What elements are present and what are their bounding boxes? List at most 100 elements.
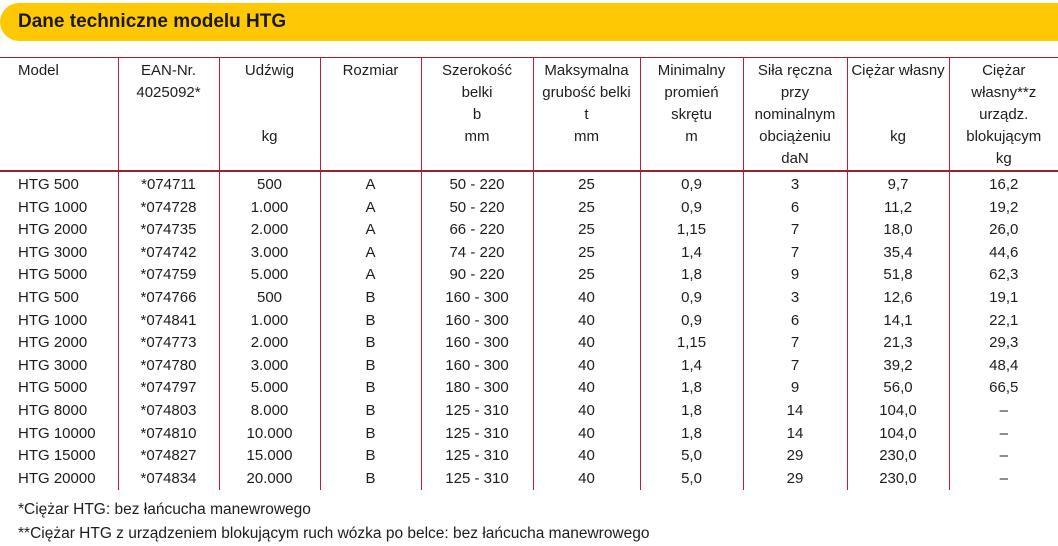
table-cell: 16,2 — [948, 171, 1058, 197]
table-cell: B — [319, 377, 421, 400]
table-cell: – — [948, 445, 1058, 468]
table-cell: 50 - 220 — [420, 196, 533, 220]
table-cell: 104,0 — [846, 422, 949, 446]
table-cell: 160 - 300 — [420, 332, 533, 355]
table-row: HTG 1000 *074841 1.000 B 160 - 300 40 0,9 6 14,1… — [0, 309, 1058, 333]
table-cell: 230,0 — [846, 445, 949, 468]
table-cell: *074834 — [117, 467, 219, 491]
table-row: HTG 3000 *074780 3.000 B 160 - 300 40 1,4 7 39,2… — [0, 354, 1058, 378]
table-cell: 125 - 310 — [420, 467, 533, 491]
footnote-weight: *Ciężar HTG: bez łańcucha manewrowego — [18, 501, 311, 519]
table-row: HTG 15000 *074827 15.000 B 125 - 310 40 5,0 29 2… — [0, 445, 1058, 468]
table-row: HTG 5000 *074759 5.000 A 90 - 220 25 1,8 9 51,8 6… — [0, 264, 1058, 287]
column-header: Ciężar własny**z urządz. blokującym kg — [948, 57, 1058, 172]
table-cell: 0,9 — [639, 286, 743, 310]
table-cell: 3 — [742, 286, 847, 310]
table-cell: 74 - 220 — [420, 241, 533, 265]
table-cell: 180 - 300 — [420, 377, 533, 400]
table-cell: 14 — [742, 422, 847, 446]
column-header: EAN-Nr. 4025092* — [117, 57, 219, 172]
table-cell: 160 - 300 — [420, 286, 533, 310]
table-row: HTG 500 *074766 500 B 160 - 300 40 0,9 3 12,6 19,… — [0, 286, 1058, 310]
table-cell: HTG 500 — [18, 176, 79, 193]
table-cell: HTG 3000 — [18, 356, 88, 374]
table-row: HTG 5000 *074797 5.000 B 180 - 300 40 1,8 9 56,0… — [0, 377, 1058, 400]
table-cell: B — [319, 354, 421, 378]
table-cell: 25 — [532, 171, 640, 197]
table-cell: 125 - 310 — [420, 399, 533, 423]
table-cell: 7 — [742, 219, 847, 242]
table-cell: HTG 2000 — [18, 221, 88, 239]
table-cell: 50 - 220 — [420, 171, 533, 197]
table-cell: 1,8 — [639, 377, 743, 400]
table-cell: 5.000 — [218, 377, 320, 400]
table-cell: 104,0 — [846, 399, 949, 423]
column-header: Rozmiar — [319, 57, 421, 172]
footnote-weight-locking-device: **Ciężar HTG z urządzeniem blokującym ru… — [18, 524, 650, 542]
column-header: Model — [0, 57, 118, 172]
table-cell: HTG 1000 — [18, 198, 88, 216]
table-cell: 66 - 220 — [420, 219, 533, 242]
table-cell: 9 — [742, 377, 847, 400]
table-cell: 1,4 — [639, 354, 743, 378]
table-cell: 14 — [742, 399, 847, 423]
table-cell: 5,0 — [639, 445, 743, 468]
table-cell: 5,0 — [639, 467, 743, 491]
column-header: Szerokość belki b mm — [420, 57, 533, 172]
section-title-bar: Dane techniczne modelu HTG — [0, 3, 1058, 41]
table-row: HTG 8000 *074803 8.000 B 125 - 310 40 1,8 14 104… — [0, 399, 1058, 423]
table-cell: 40 — [532, 286, 640, 310]
table-cell: 20.000 — [218, 467, 320, 491]
table-row: HTG 3000 *074742 3.000 A 74 - 220 25 1,4 7 35,4 4… — [0, 241, 1058, 265]
table-cell: 40 — [532, 332, 640, 355]
column-header: Ciężar własny kg — [846, 57, 949, 172]
table-cell: 500 — [218, 286, 320, 310]
table-cell: 44,6 — [948, 241, 1058, 265]
table-cell: 2.000 — [218, 219, 320, 242]
column-header: Minimalny promień skrętu m — [639, 57, 743, 172]
table-cell: HTG 10000 — [18, 424, 96, 442]
table-cell: A — [319, 264, 421, 287]
table-cell: B — [319, 422, 421, 446]
table-cell: 160 - 300 — [420, 354, 533, 378]
table-cell: 39,2 — [846, 354, 949, 378]
table-cell: *074711 — [117, 171, 219, 197]
table-cell: 29 — [742, 445, 847, 468]
table-cell: – — [948, 399, 1058, 423]
table-cell: 7 — [742, 332, 847, 355]
table-cell: A — [319, 196, 421, 220]
table-cell: 5.000 — [218, 264, 320, 287]
table-cell: 6 — [742, 196, 847, 220]
page-title: Dane techniczne modelu HTG — [18, 11, 287, 32]
table-cell: 0,9 — [639, 309, 743, 333]
table-cell: 11,2 — [846, 196, 949, 220]
table-cell: 1,15 — [639, 332, 743, 355]
table-cell: 62,3 — [948, 264, 1058, 287]
table-cell: 66,5 — [948, 377, 1058, 400]
table-cell: 1,4 — [639, 241, 743, 265]
table-cell: B — [319, 286, 421, 310]
column-header: Maksymalna grubość belki t mm — [532, 57, 640, 172]
table-row: HTG 20000 *074834 20.000 B 125 - 310 40 5,0 29 2… — [0, 467, 1058, 491]
table-cell: 48,4 — [948, 354, 1058, 378]
table-cell: 21,3 — [846, 332, 949, 355]
table-cell: 9 — [742, 264, 847, 287]
table-cell: *074810 — [117, 422, 219, 446]
table-cell: 1,8 — [639, 422, 743, 446]
table-cell: 8.000 — [218, 399, 320, 423]
table-cell: *074759 — [117, 264, 219, 287]
table-cell: *074827 — [117, 445, 219, 468]
table-cell: 1,15 — [639, 219, 743, 242]
table-cell: 18,0 — [846, 219, 949, 242]
table-cell: 56,0 — [846, 377, 949, 400]
table-cell: 40 — [532, 422, 640, 446]
table-cell: HTG 5000 — [18, 379, 88, 397]
table-cell: 29,3 — [948, 332, 1058, 355]
table-cell: 25 — [532, 219, 640, 242]
table-cell: 160 - 300 — [420, 309, 533, 333]
table-cell: *074728 — [117, 196, 219, 220]
table-cell: *074742 — [117, 241, 219, 265]
table-cell: *074773 — [117, 332, 219, 355]
table-cell: 40 — [532, 445, 640, 468]
table-cell: – — [948, 467, 1058, 491]
